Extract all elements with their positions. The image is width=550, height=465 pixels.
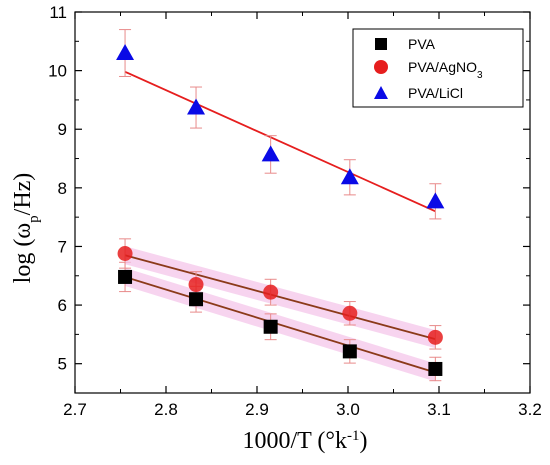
y-tick-label: 9 xyxy=(58,120,67,139)
y-tick-label: 5 xyxy=(58,355,67,374)
y-tick-label: 11 xyxy=(49,3,67,22)
legend-marker-pva-licl xyxy=(374,86,388,99)
x-tick-label: 2.8 xyxy=(154,400,178,419)
data-point-pva xyxy=(189,292,204,307)
data-point-pva-agno3 xyxy=(263,284,279,300)
legend-marker-pva xyxy=(375,38,387,50)
y-tick-label: 8 xyxy=(58,179,67,198)
data-point-pva xyxy=(428,361,443,376)
fit-line-pva xyxy=(124,276,436,374)
data-point-pva-licl xyxy=(340,168,359,185)
y-tick-label: 7 xyxy=(58,237,67,256)
data-point-pva-licl xyxy=(116,44,135,61)
data-point-pva-licl xyxy=(261,145,280,162)
x-tick-label: 2.9 xyxy=(245,400,269,419)
data-point-pva-agno3 xyxy=(342,305,358,321)
data-point-pva-licl xyxy=(426,192,445,209)
x-axis-title: 1000/T (°k-1) xyxy=(243,428,368,454)
fit-line-pva-licl xyxy=(124,70,436,213)
data-point-pva-agno3 xyxy=(427,329,443,345)
data-point-pva xyxy=(118,269,133,284)
data-point-pva-agno3 xyxy=(117,245,133,261)
x-tick-label: 3.1 xyxy=(427,400,451,419)
data-point-pva-agno3 xyxy=(188,277,204,293)
fit-line-pva-agno3 xyxy=(124,254,436,340)
x-tick-label: 2.7 xyxy=(63,400,87,419)
data-point-pva xyxy=(342,344,357,359)
y-tick-label: 6 xyxy=(58,296,67,315)
legend-marker-pva-agno3 xyxy=(374,60,388,74)
data-point-pva-licl xyxy=(187,98,206,115)
y-tick-label: 10 xyxy=(48,62,67,81)
legend-label-pva: PVA xyxy=(408,36,436,52)
x-tick-label: 3.0 xyxy=(336,400,360,419)
legend-label-pva-licl: PVA/LiCl xyxy=(408,85,463,101)
x-tick-label: 3.2 xyxy=(518,400,542,419)
legend: PVA PVA/AgNO3 PVA/LiCl xyxy=(352,28,524,108)
axes: 2.7 2.8 2.9 3.0 3.1 3.2 5 6 7 8 9 10 11 xyxy=(48,3,542,419)
data-point-pva xyxy=(263,319,278,334)
plot-area xyxy=(116,29,445,382)
